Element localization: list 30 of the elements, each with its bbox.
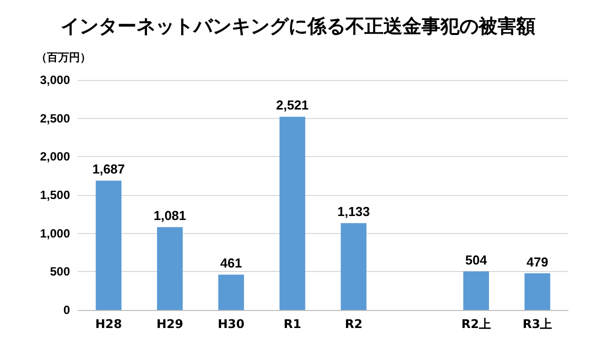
bar	[463, 271, 489, 310]
data-label: 1,687	[92, 162, 125, 177]
y-tick-label: 2,000	[40, 150, 70, 164]
data-label: 2,521	[276, 98, 309, 113]
x-tick-label: R2上	[461, 317, 491, 331]
x-tick-label: H30	[218, 317, 244, 331]
x-tick-label: H29	[156, 317, 184, 331]
y-tick-label: 2,500	[40, 111, 70, 126]
x-tick-label: R3上	[522, 317, 552, 331]
data-label: 504	[465, 252, 488, 268]
y-axis-title: （百万円）	[36, 51, 91, 64]
bar	[524, 273, 550, 310]
x-tick-label: R1	[284, 317, 302, 331]
data-label: 461	[220, 256, 242, 271]
data-label: 479	[526, 254, 548, 270]
bar	[157, 227, 183, 310]
bar	[96, 180, 122, 310]
bar	[218, 274, 244, 310]
y-tick-label: 3,000	[40, 73, 70, 87]
data-label: 1,133	[337, 204, 370, 220]
y-tick-label: 1,000	[40, 226, 70, 240]
y-tick-label: 0	[63, 303, 70, 317]
x-tick-label: H28	[95, 317, 122, 331]
x-tick-label: R2	[344, 317, 362, 331]
y-tick-label: 1,500	[40, 188, 70, 202]
data-label: 1,081	[154, 208, 186, 224]
bar	[340, 223, 366, 310]
chart-title: インターネットバンキングに係る不正送金事犯の被害額	[60, 16, 536, 38]
bar	[280, 116, 306, 310]
y-tick-label: 500	[50, 264, 70, 279]
